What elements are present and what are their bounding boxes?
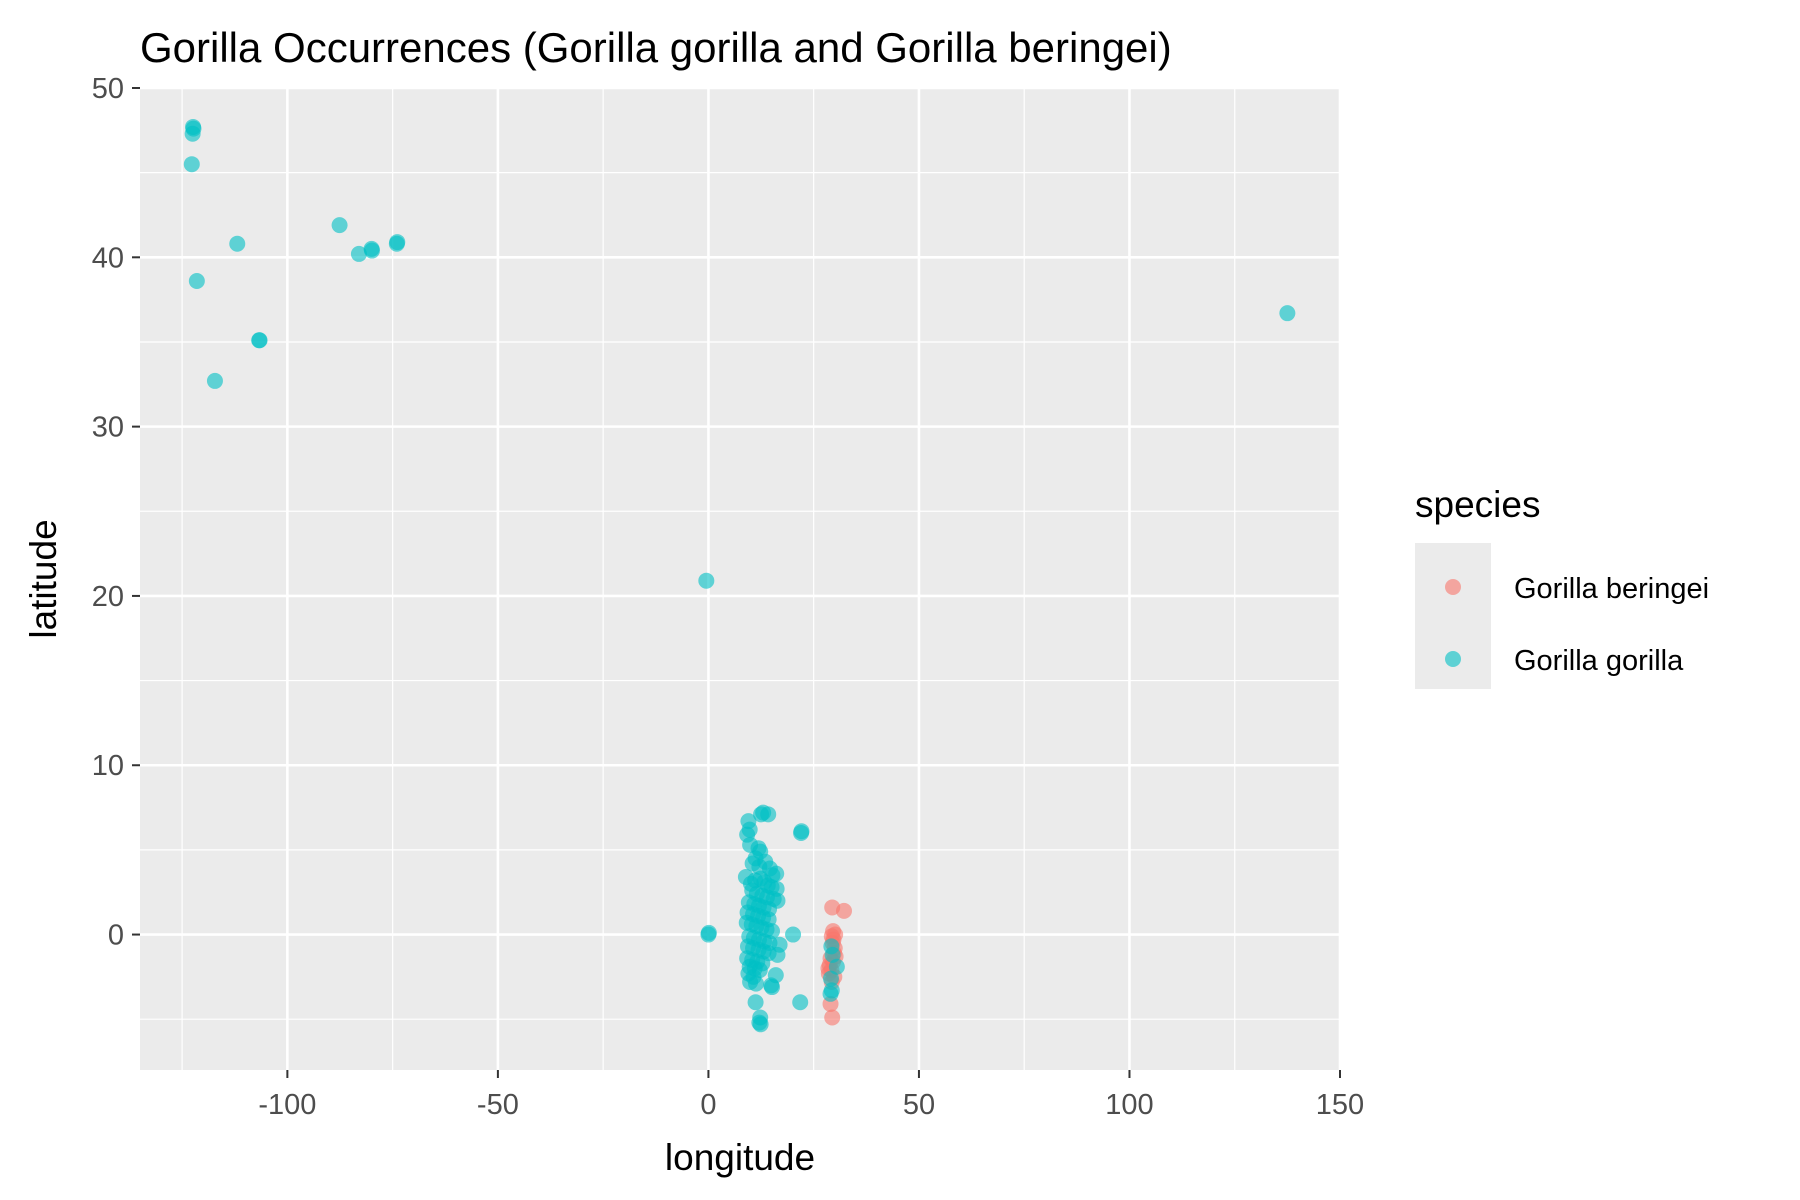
legend-label-gorilla-beringei: Gorilla beringei [1514, 573, 1709, 605]
gorilla-gorilla-point [768, 865, 785, 882]
gorilla-gorilla-point [206, 372, 223, 389]
y-axis-tick-label: 40 [92, 242, 124, 274]
gorilla-gorilla-point [793, 823, 810, 840]
gorilla-gorilla-point [769, 946, 786, 963]
gorilla-gorilla-point [748, 975, 764, 992]
x-axis-tick-label: -50 [477, 1089, 519, 1121]
gorilla-gorilla-point [753, 806, 770, 823]
x-axis-tick-label: 100 [1105, 1089, 1153, 1121]
x-axis-tick-label: 150 [1316, 1089, 1364, 1121]
gorilla-gorilla-point [1279, 305, 1296, 322]
y-axis-tick-label: 20 [92, 581, 124, 613]
axis-ticks [132, 87, 1341, 1078]
gorilla-gorilla-point [698, 572, 715, 589]
gorilla-gorilla-point [188, 273, 205, 290]
y-axis-tick-label: 0 [108, 920, 124, 952]
x-axis-tick-label: 50 [903, 1089, 935, 1121]
x-axis-tick-labels: -100 -50 0 50 100 150 [258, 1089, 1364, 1121]
gorilla-gorilla-point [183, 156, 200, 173]
gorilla-gorilla-point [764, 979, 780, 996]
gorilla-gorilla-point [785, 926, 802, 943]
y-axis-tick-label: 30 [92, 412, 124, 444]
chart-title: Gorilla Occurrences (Gorilla gorilla and… [140, 24, 1172, 71]
gorilla-gorilla-point [251, 332, 268, 349]
gorilla-gorilla-point [747, 994, 764, 1011]
gorilla-gorilla-point [742, 836, 759, 853]
y-axis-tick-labels: 0 10 20 30 40 50 [92, 73, 124, 952]
y-axis-tick-label: 10 [92, 750, 124, 782]
gorilla-gorilla-point [822, 970, 839, 987]
legend-key-gorilla-gorilla [1445, 651, 1461, 667]
gorilla-gorilla-point [364, 242, 380, 259]
data-points [183, 118, 1296, 1033]
legend-key-background [1415, 543, 1491, 689]
gorilla-gorilla-point [792, 994, 809, 1011]
legend: species Gorilla beringei Gorilla gorilla [1415, 484, 1709, 689]
legend-items: Gorilla beringei Gorilla gorilla [1445, 573, 1709, 677]
gorilla-gorilla-point [752, 1016, 769, 1033]
y-axis-title: latitude [23, 519, 64, 638]
y-axis-tick-label: 50 [92, 73, 124, 105]
gorilla-gorilla-point [229, 235, 246, 252]
legend-title: species [1415, 484, 1540, 525]
gorilla-gorilla-point [828, 958, 845, 975]
gorilla-gorilla-point [331, 217, 348, 234]
legend-label-gorilla-gorilla: Gorilla gorilla [1514, 645, 1684, 677]
legend-key-gorilla-beringei [1445, 579, 1461, 595]
gorilla-gorilla-point [350, 245, 367, 262]
minor-gridlines [140, 88, 1340, 1070]
gorilla-beringei-point [824, 1009, 841, 1026]
gorilla-beringei-point [836, 902, 852, 919]
gorilla-gorilla-point [184, 125, 201, 142]
x-axis-tick-label: -100 [258, 1089, 316, 1121]
gorilla-gorilla-point [388, 235, 405, 252]
gorilla-gorilla-point [822, 985, 839, 1002]
x-axis-tick-label: 0 [700, 1089, 716, 1121]
x-axis-title: longitude [665, 1137, 815, 1178]
gorilla-gorilla-point [700, 926, 717, 943]
plot-panel [140, 88, 1340, 1070]
